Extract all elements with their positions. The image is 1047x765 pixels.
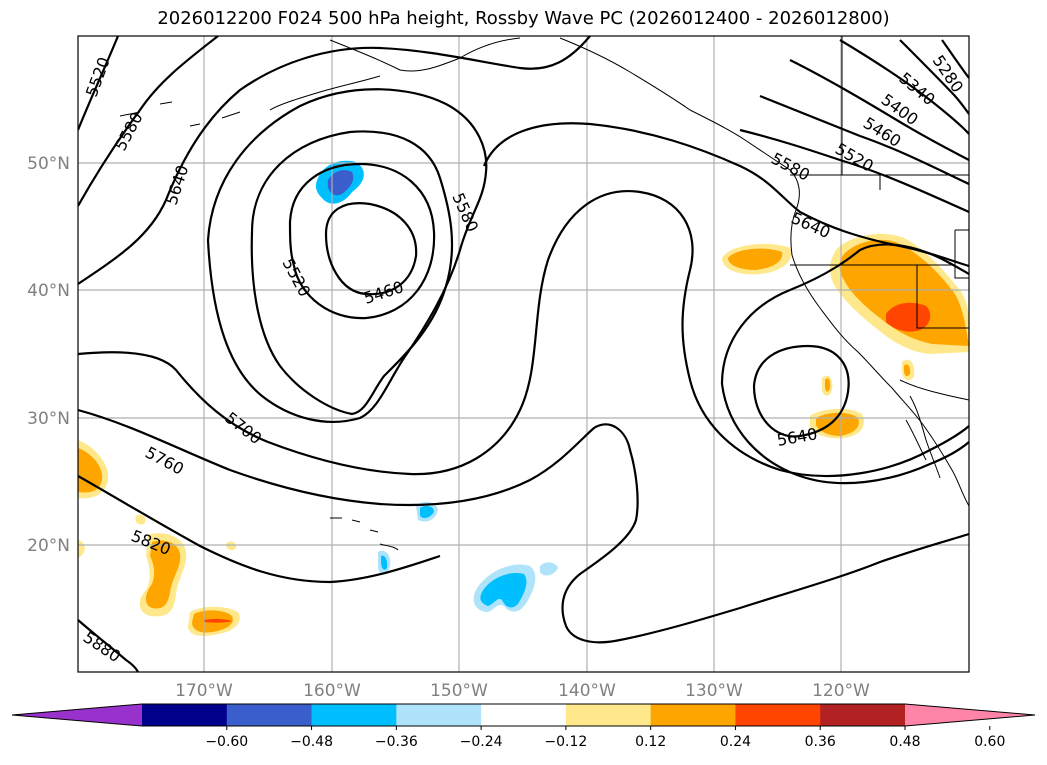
lon-label: 170°W xyxy=(175,681,233,701)
lat-label: 30°N xyxy=(27,409,70,429)
map-border xyxy=(77,35,970,673)
shading-layer xyxy=(78,160,969,636)
colorbar-bin xyxy=(820,704,906,726)
colorbar-tick-label: 0.48 xyxy=(889,734,920,750)
colorbar-extend-low xyxy=(12,704,142,726)
colorbar-bin xyxy=(396,704,482,726)
lat-label: 40°N xyxy=(27,281,70,301)
colorbar-tick-label: −0.24 xyxy=(460,734,503,750)
map-title: 2026012200 F024 500 hPa height, Rossby W… xyxy=(157,8,890,29)
lon-label: 130°W xyxy=(685,681,743,701)
colorbar-extend-high xyxy=(905,704,1035,726)
lon-label: 160°W xyxy=(303,681,361,701)
longitude-labels: 170°W 160°W 150°W 140°W 130°W 120°W xyxy=(175,681,870,701)
colorbar-bin xyxy=(226,704,313,726)
colorbar-tick-label: 0.12 xyxy=(635,734,666,750)
height-contours xyxy=(78,36,969,672)
colorbar-bin xyxy=(565,704,652,726)
colorbar-bin xyxy=(650,704,736,726)
colorbar-tick-label: −0.12 xyxy=(544,734,587,750)
colorbar-tick-label: 0.24 xyxy=(720,734,751,750)
lon-label: 150°W xyxy=(430,681,488,701)
lat-label: 50°N xyxy=(27,154,70,174)
colorbar-tick-label: −0.48 xyxy=(290,734,333,750)
colorbar-tick-label: 0.60 xyxy=(974,734,1005,750)
colorbar-bin xyxy=(735,704,821,726)
colorbar-tick-label: −0.36 xyxy=(375,734,418,750)
colorbar-outline xyxy=(11,703,1036,727)
colorbar-bin xyxy=(481,704,567,726)
lat-label: 20°N xyxy=(27,536,70,556)
colorbar-bin xyxy=(311,704,397,726)
colorbar: −0.60 −0.48 −0.36 −0.24 −0.12 0.12 0.24 0.36 0.4… xyxy=(11,703,1036,750)
coastlines xyxy=(119,36,969,551)
colorbar-bin xyxy=(142,704,228,726)
lon-label: 120°W xyxy=(812,681,870,701)
lon-label: 140°W xyxy=(558,681,616,701)
colorbar-tick-label: −0.60 xyxy=(205,734,248,750)
latitude-labels: 50°N 40°N 30°N 20°N xyxy=(27,154,70,556)
colorbar-tick-label: 0.36 xyxy=(805,734,836,750)
